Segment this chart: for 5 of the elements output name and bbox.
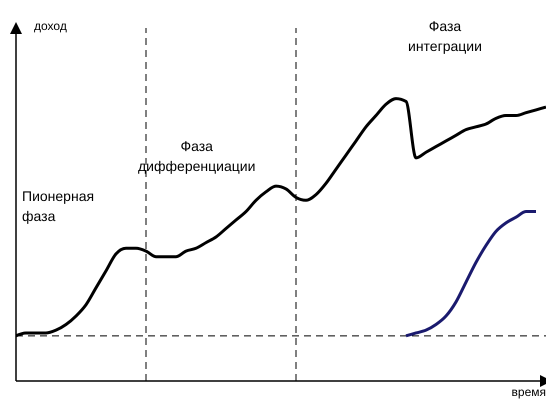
annotation: Пионерная фаза: [22, 187, 94, 226]
annotation: Фаза дифференциации: [138, 137, 256, 176]
text: Фаза интеграции: [408, 17, 482, 56]
x-axis-title: время: [512, 385, 546, 399]
text: доход: [34, 18, 67, 35]
